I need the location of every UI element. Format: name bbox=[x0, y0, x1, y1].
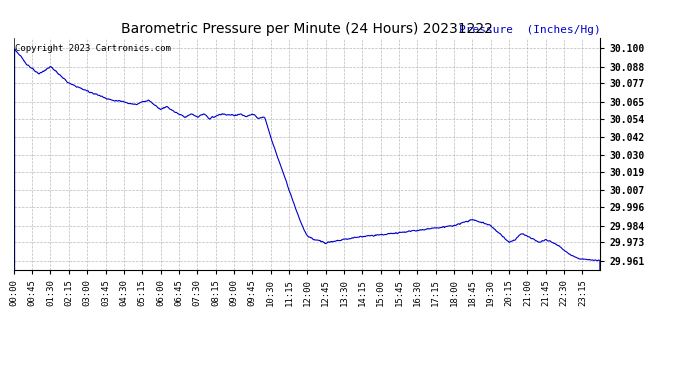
Title: Barometric Pressure per Minute (24 Hours) 20231222: Barometric Pressure per Minute (24 Hours… bbox=[121, 22, 493, 36]
Text: Copyright 2023 Cartronics.com: Copyright 2023 Cartronics.com bbox=[15, 45, 171, 54]
Text: Pressure  (Inches/Hg): Pressure (Inches/Hg) bbox=[459, 25, 600, 35]
